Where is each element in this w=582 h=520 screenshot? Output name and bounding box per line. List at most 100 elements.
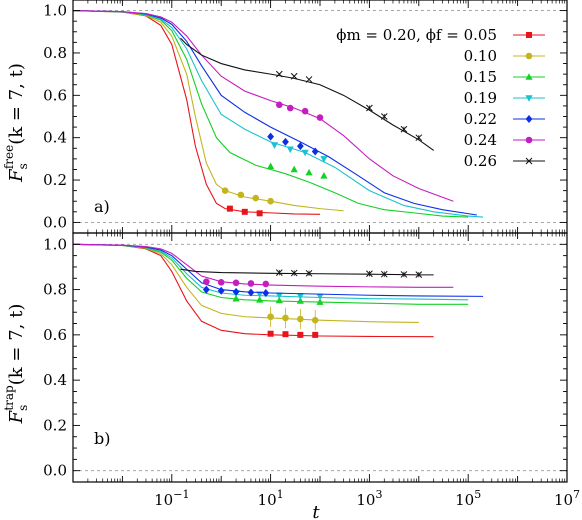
legend-marker-0.19 (525, 95, 533, 102)
series-line-0.22 (72, 243, 484, 297)
data-point-0.15-4 (316, 298, 324, 305)
legend-label-0.15: 0.15 (464, 68, 497, 86)
y-tick-label: 0.6 (43, 86, 67, 104)
data-point-0.26-3 (366, 270, 373, 278)
data-point-0.24-4 (262, 280, 270, 288)
data-point-0.26-0 (275, 269, 283, 276)
data-point-0.19-0 (270, 142, 279, 149)
x-tick-label: 107 (554, 488, 580, 509)
data-point-0.10-3 (311, 316, 319, 324)
legend: ϕm = 0.20, ϕf = 0.05 0.10 0.15 0.19 0.22 0.24… (336, 26, 545, 170)
y-tick-label: 0.8 (43, 44, 67, 62)
legend-marker-0.24 (525, 136, 533, 144)
data-point-0.24-0 (275, 101, 283, 109)
data-point-0.26-5 (400, 271, 408, 278)
data-point-0.26-5 (400, 125, 408, 133)
data-point-0.24-1 (217, 279, 225, 286)
legend-marker-0.10 (525, 52, 533, 60)
data-point-0.05-1 (282, 331, 289, 338)
x-tick-label: 105 (455, 488, 481, 509)
data-point-0.26-0 (275, 70, 283, 78)
data-point-0.24-0 (203, 278, 210, 285)
data-point-0.26-1 (290, 72, 298, 80)
y-axis-label: Fstrap(k = 7, t) (2, 304, 30, 425)
data-point-0.15-0 (232, 294, 240, 302)
data-point-0.05-0 (226, 205, 233, 212)
series-line-0.24 (72, 10, 454, 202)
y-tick-label: 0.6 (43, 326, 67, 344)
series-line-0.05 (72, 10, 321, 215)
series-line-0.10 (72, 243, 419, 323)
data-point-0.24-3 (247, 280, 255, 287)
y-axis-label: Fsfree(k = 7, t) (2, 63, 30, 183)
data-point-0.24-2 (232, 279, 240, 287)
series-line-0.19 (72, 10, 484, 218)
series-line-0.26 (180, 37, 434, 151)
series-line-0.05 (72, 243, 434, 338)
data-point-0.05-3 (312, 331, 319, 338)
x-tick-label: 103 (356, 488, 382, 509)
data-point-0.22-0 (202, 285, 210, 294)
data-point-0.19-3 (320, 156, 328, 163)
data-point-0.19-3 (296, 293, 304, 300)
data-point-0.24-1 (286, 104, 294, 112)
data-point-0.26-6 (415, 134, 423, 142)
series-line-0.19 (72, 243, 469, 301)
data-point-0.24-3 (316, 114, 324, 121)
data-point-0.26-2 (305, 269, 313, 277)
legend-marker-0.26 (525, 157, 533, 165)
data-point-0.15-2 (305, 168, 313, 176)
data-point-0.15-1 (256, 295, 264, 303)
series-line-0.10 (72, 10, 344, 212)
data-point-0.22-2 (296, 142, 304, 151)
data-point-0.19-1 (286, 146, 294, 154)
series-line-0.26 (180, 268, 434, 276)
plot-frame (72, 232, 568, 483)
legend-marker-0.22 (525, 115, 533, 123)
legend-label-0.05: ϕm = 0.20, ϕf = 0.05 (336, 26, 497, 44)
data-point-0.24-2 (301, 107, 309, 115)
data-point-0.22-1 (282, 137, 289, 146)
data-point-0.26-1 (290, 269, 298, 277)
data-point-0.10-1 (282, 314, 289, 322)
y-tick-label: 1.0 (43, 235, 67, 253)
legend-label-0.26: 0.26 (464, 152, 497, 170)
panel-a: 0.0 0.2 0.4 0.6 0.8 1.0 Fsfree(k = 7, t) a) (2, 0, 568, 234)
legend-label-0.10: 0.10 (464, 47, 497, 65)
data-point-0.15-0 (267, 162, 275, 170)
x-tick-label: 10−1 (154, 488, 189, 509)
y-tick-label: 0.8 (43, 281, 67, 299)
legend-label-0.19: 0.19 (464, 89, 497, 107)
data-point-0.10-0 (267, 313, 274, 321)
y-tick-label: 1.0 (43, 2, 67, 20)
panel-tag-b: b) (94, 429, 110, 448)
data-point-0.05-0 (267, 330, 274, 337)
y-tick-label: 0.2 (43, 171, 67, 189)
data-point-0.10-3 (267, 197, 274, 205)
data-point-0.19-2 (275, 292, 283, 300)
x-tick-label: 101 (258, 488, 284, 509)
y-tick-label: 0.0 (43, 213, 67, 231)
y-tick-label: 0.4 (43, 371, 67, 389)
data-point-0.15-2 (275, 296, 283, 304)
series-line-0.15 (72, 10, 469, 218)
data-point-0.05-2 (256, 210, 263, 217)
legend-label-0.24: 0.24 (464, 131, 497, 149)
data-point-0.22-4 (262, 288, 270, 297)
legend-label-0.22: 0.22 (464, 110, 497, 128)
data-point-0.22-3 (311, 147, 319, 156)
data-point-0.10-2 (252, 194, 260, 202)
data-point-0.22-1 (217, 286, 225, 295)
x-axis-label: t (312, 502, 320, 520)
data-point-0.22-0 (267, 132, 274, 141)
data-point-0.15-3 (320, 172, 328, 179)
data-point-0.22-2 (232, 287, 240, 296)
y-tick-label: 0.0 (43, 462, 67, 480)
data-point-0.15-1 (290, 165, 298, 173)
data-point-0.10-0 (221, 187, 229, 194)
data-point-0.19-2 (301, 149, 309, 157)
data-point-0.22-3 (247, 288, 255, 297)
series-line-0.24 (72, 243, 454, 288)
panel-b: 0.0 0.2 0.4 0.6 0.8 1.0 10−1 101 103 105 107 t Fstra… (2, 232, 580, 520)
